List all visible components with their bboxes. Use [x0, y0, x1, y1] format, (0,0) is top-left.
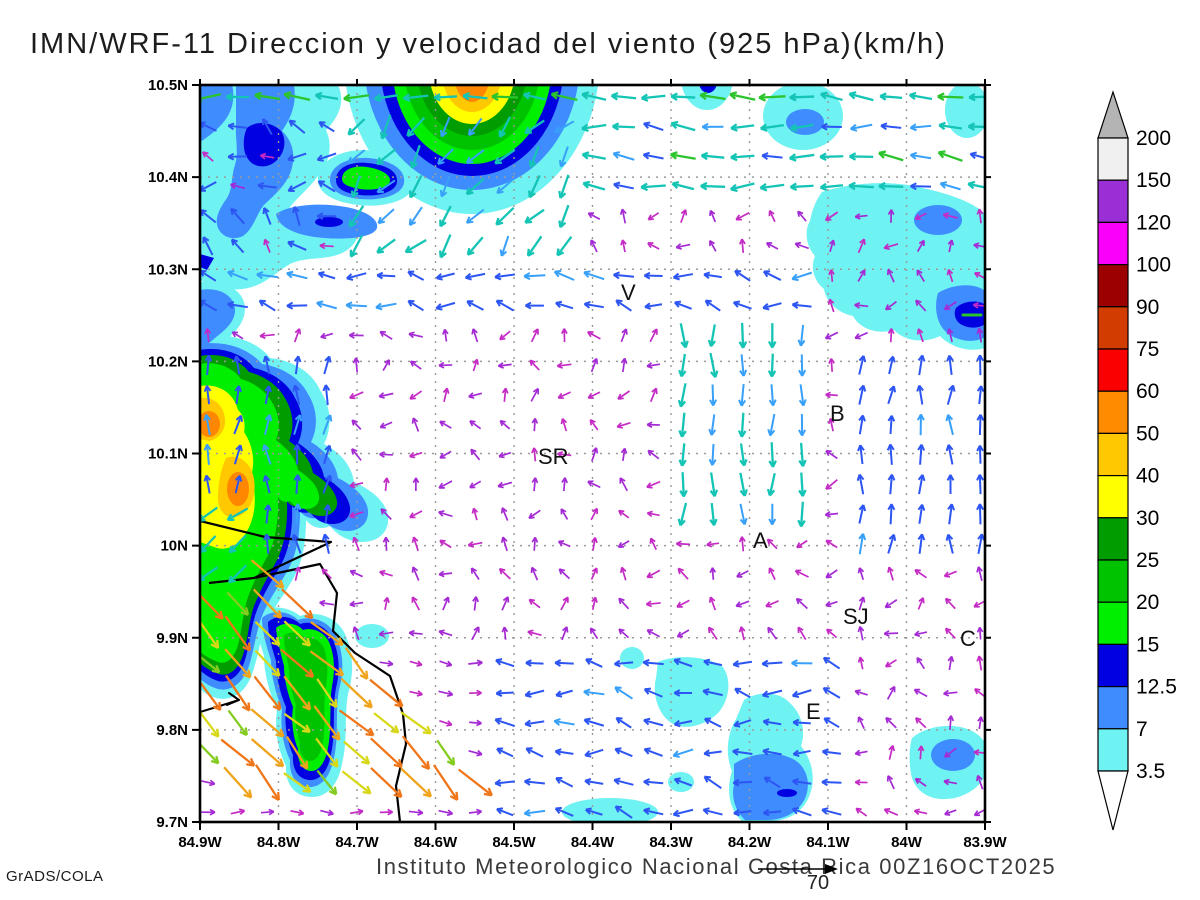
footer-caption: Instituto Meteorologico Nacional Costa R… — [376, 854, 1057, 879]
y-tick-label: 9.8N — [156, 722, 188, 739]
wind-vectors — [200, 91, 985, 819]
axes: 84.9W 84.8W 84.7W 84.6W 84.5W 84.4W 84.3W 84.2W… — [148, 77, 1008, 851]
colorbar: 200 150 120 100 90 75 60 50 40 30 25 20 15 12.5 7 3.5 — [1097, 90, 1177, 831]
station-label: B — [830, 401, 845, 426]
colorbar-label: 120 — [1136, 211, 1171, 234]
station-label: V — [621, 280, 636, 305]
grads-credit: GrADS/COLA — [6, 868, 104, 885]
x-tick-label: 84.1W — [806, 834, 850, 851]
y-tick-label: 9.7N — [156, 814, 188, 831]
colorbar-label: 25 — [1136, 549, 1159, 572]
x-tick-label: 83.9W — [963, 834, 1007, 851]
chart-title: IMN/WRF-11 Direccion y velocidad del vie… — [30, 28, 947, 60]
colorbar-underflow-arrow — [1097, 770, 1129, 831]
x-tick-label: 84.2W — [728, 834, 772, 851]
station-label: A — [753, 528, 768, 553]
colorbar-label: 100 — [1136, 254, 1171, 277]
y-tick-label: 10.4N — [148, 169, 188, 186]
x-tick-label: 84.9W — [178, 834, 222, 851]
colorbar-label: 150 — [1136, 169, 1171, 192]
x-tick-label: 84.5W — [492, 834, 536, 851]
colorbar-label: 30 — [1136, 507, 1159, 530]
y-tick-label: 10N — [160, 538, 188, 555]
colorbar-label: 200 — [1136, 127, 1171, 150]
colorbar-label: 90 — [1136, 296, 1159, 319]
colorbar-label: 20 — [1136, 591, 1159, 614]
y-tick-label: 10.5N — [148, 77, 188, 94]
colorbar-label: 7 — [1136, 718, 1148, 741]
station-label: C — [960, 626, 976, 651]
colorbar-label: 15 — [1136, 633, 1159, 656]
colorbar-label: 3.5 — [1136, 760, 1165, 783]
y-tick-label: 9.9N — [156, 630, 188, 647]
reference-vector-arrow — [758, 864, 838, 874]
x-tick-label: 84.6W — [414, 834, 458, 851]
station-label: SR — [538, 444, 569, 469]
reference-vector-label: 70 — [806, 872, 830, 894]
y-tick-label: 10.1N — [148, 446, 188, 463]
y-tick-label: 10.2N — [148, 353, 188, 370]
colorbar-label: 50 — [1136, 422, 1159, 445]
station-label: E — [806, 699, 821, 724]
colorbar-label: 12.5 — [1136, 676, 1177, 699]
y-tick-label: 10.3N — [148, 261, 188, 278]
x-tick-label: 84W — [891, 834, 923, 851]
colorbar-label: 75 — [1136, 338, 1159, 361]
colorbar-overflow-arrow — [1097, 90, 1129, 139]
colorbar-label: 60 — [1136, 380, 1159, 403]
colorbar-label: 40 — [1136, 465, 1159, 488]
x-tick-label: 84.3W — [649, 834, 693, 851]
x-tick-label: 84.7W — [335, 834, 379, 851]
x-tick-label: 84.8W — [257, 834, 301, 851]
x-tick-label: 84.4W — [571, 834, 615, 851]
station-label: SJ — [843, 604, 869, 629]
